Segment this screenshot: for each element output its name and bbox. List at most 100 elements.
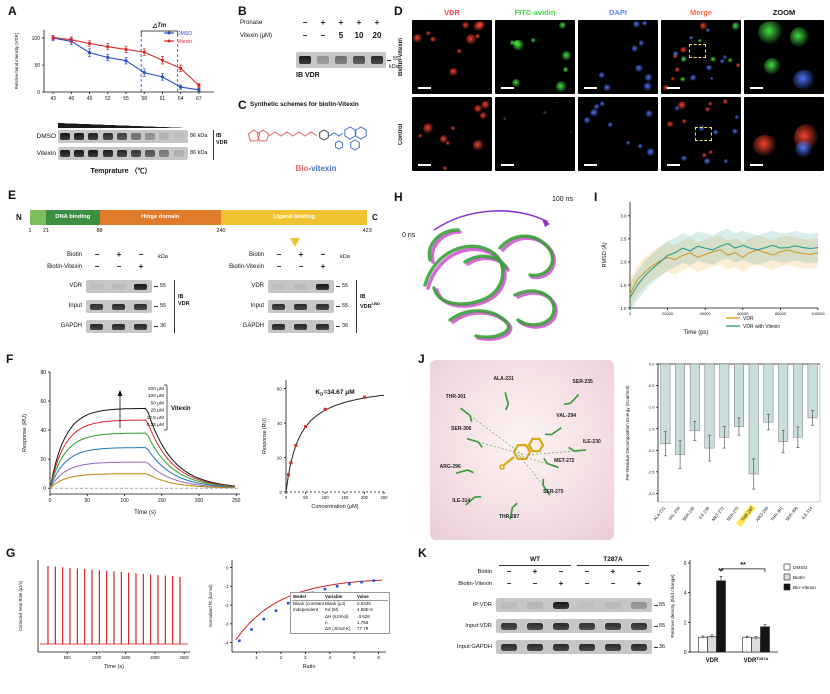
panel-g-letter: G [6,546,16,560]
blot-band [131,133,141,140]
cell-blob [732,128,739,135]
text-label: Time (ps) [683,330,708,336]
lane-symbol: + [320,262,326,271]
text-label: 1.5 [620,283,627,288]
series-line [49,432,235,489]
molecule-name-dash: - [308,164,312,173]
lane-symbol: − [320,31,326,40]
text-label: 80000 [775,311,787,316]
cell-blob [642,20,648,26]
pulldown-blot-lbd: Biotin − + − Biotin-Vitexin − − + kDa VDR 55 Input 5… [204,250,380,344]
strip-label: VDR [251,283,264,289]
text-label: 60 [277,387,283,392]
spr-sensorgram: 0 20 40 60 80 0 50 100 150 200 250 Time (s) Response… [22,370,241,516]
text-label: Time (s) [134,510,156,516]
panel-f-letter: F [6,352,14,366]
westernblot-a: DMSO 86 kDa Vitexin 86 kDa IB VDR Temprature （… [6,122,236,186]
strip-label: GAPDH [242,323,264,329]
text-label: 150 [341,495,349,500]
panel-f: F 0 20 40 60 80 0 50 100 150 200 250 Time (s) Respon… [6,350,396,546]
data-point [250,628,253,631]
header-label: Biotin [66,252,82,258]
cell-blob [675,67,681,73]
text-label: 0 [49,498,52,504]
kda-dash [336,326,340,327]
text-label: 1500 [121,655,131,660]
blot-row-label: Vitexin [36,150,56,157]
lane-symbol: − [276,250,282,259]
aa-number: 240 [216,228,226,234]
cell-blob [450,126,456,132]
cell-blob [704,158,711,166]
data-point [262,617,266,621]
blot-band [605,644,621,651]
cell-blob [475,34,482,39]
cell-blob [593,104,601,111]
highlight-box [735,504,756,528]
cell-blob [720,58,725,64]
lane-symbol: + [338,18,344,27]
blot-band [88,133,99,140]
lane-symbol: + [116,250,122,259]
text-label: Ratio [303,664,316,670]
line [550,427,562,436]
line [563,402,571,406]
text-label: Bio-Vitexin [793,585,816,591]
scale-bar [418,164,431,166]
text-label: 0 [684,650,687,656]
xtick-group: MET-272 [711,505,726,522]
cell-blob [513,39,522,48]
data-point [197,83,201,88]
stats-cell: 4.88E-5 [357,607,373,613]
ib-label-2: VDR [216,140,228,146]
residue-label: ILE-230 [582,438,601,445]
decomposition-energy-chart: 0.0 -0.5 -1.0 -1.5 -2.0 -2.5 -3.0 Per-Residue D… [625,362,821,528]
ib-bracket [213,130,214,160]
gradient-wedge [58,123,188,128]
bar [734,363,744,427]
text-label: THR-301 [770,505,785,522]
text-label: 20 [40,457,46,463]
cell-blob [473,139,484,152]
scale-bar [418,87,431,89]
itc-fit-plot: 0 -1 -2 -3 -4 1 2 3 4 5 6 Ratio Normalized Fit (kJ/m… [208,560,386,670]
data-point [179,85,183,89]
text-label: VDR [706,658,719,664]
molecule-name-vitexin: vitexin [311,164,337,173]
stats-cell: Model [293,594,306,599]
text-label: 1.0 [620,306,627,311]
stats-row: Independent Kd (M) 4.88E-5 [292,607,388,613]
scale-bar [750,87,763,89]
scale-bar [501,164,514,166]
text-label: 12.5 μM [147,415,164,421]
text-label: △Tm [152,22,167,29]
blot-band [159,133,170,140]
text-label: 46 [69,96,75,102]
cell-blob [412,33,423,44]
text-label: 25 μM [151,408,164,414]
blot-band [90,283,103,290]
cell-blob [559,22,567,29]
stats-cell: -3.628 [357,613,370,619]
n-terminus-label: N [16,213,22,222]
header-label: Biotin-Vitexin [47,264,82,270]
cell-blob [543,110,548,116]
lane-symbol: + [558,579,564,588]
bar [763,363,774,423]
text-label: -2.5 [648,469,656,474]
stats-cell: 77.79 [357,626,369,632]
series-line [328,132,344,137]
blot-band [631,623,647,630]
blot-row-label: DMSO [36,133,57,140]
blot-band [112,323,125,330]
blot-band [579,623,595,630]
text-label: 100 μM [148,393,164,399]
text-label: 60 [40,399,46,405]
data-point [323,407,327,411]
blot-strip [496,640,652,654]
ib-superscript: LBD [371,301,380,306]
kda-label: 86 kDa [190,150,208,156]
molecule-name-bio: Bio [295,164,309,173]
lane-symbol: 5 [338,31,344,40]
data-point [124,59,128,63]
